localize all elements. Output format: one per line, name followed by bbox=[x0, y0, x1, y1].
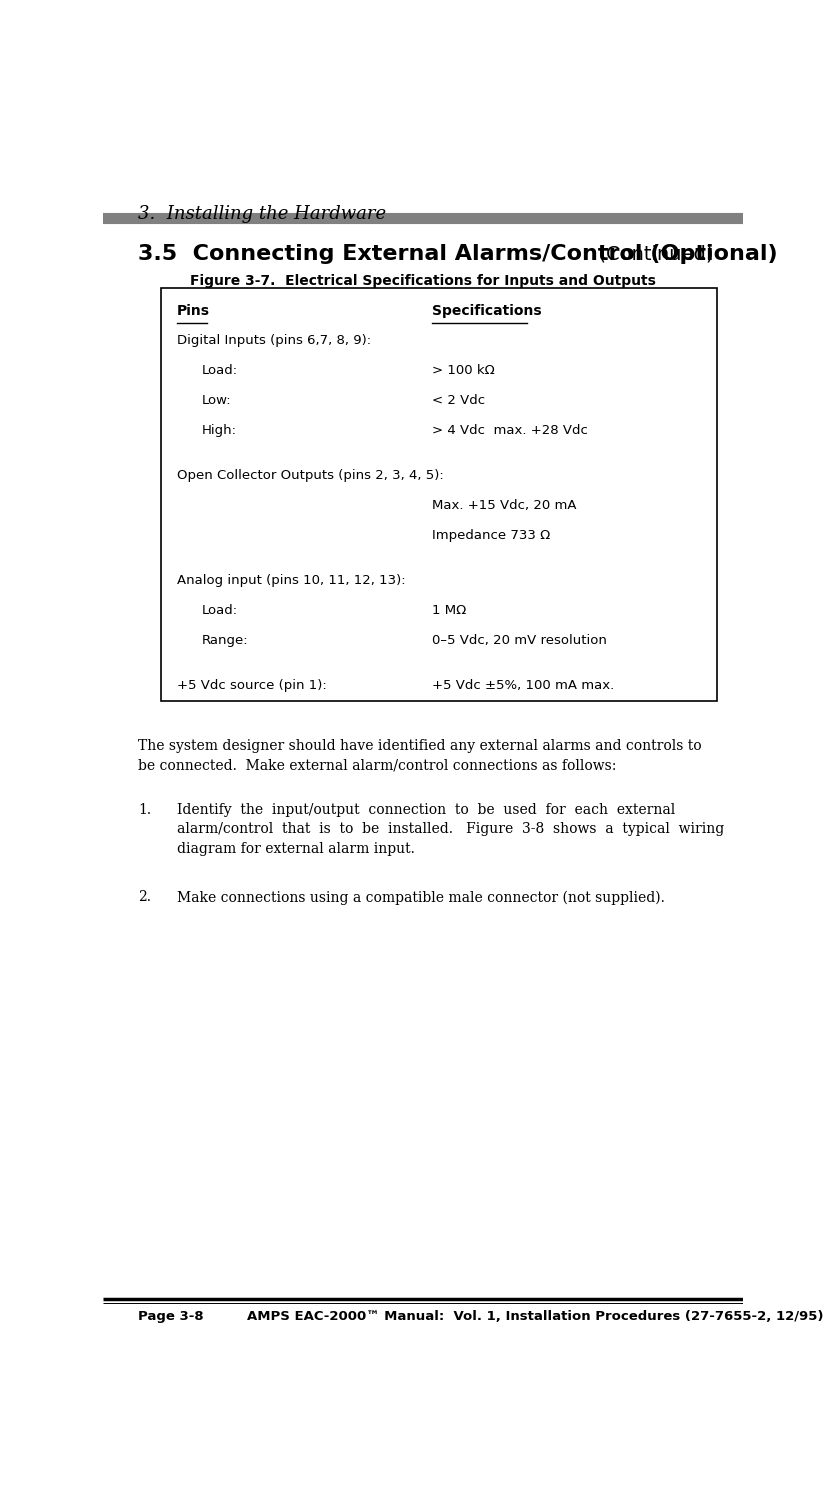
Text: Identify  the  input/output  connection  to  be  used  for  each  external
alarm: Identify the input/output connection to … bbox=[177, 803, 724, 855]
FancyBboxPatch shape bbox=[161, 288, 717, 701]
Text: Max. +15 Vdc, 20 mA: Max. +15 Vdc, 20 mA bbox=[432, 499, 577, 512]
Text: AMPS EAC-2000™ Manual:  Vol. 1, Installation Procedures (27-7655-2, 12/95): AMPS EAC-2000™ Manual: Vol. 1, Installat… bbox=[247, 1311, 823, 1323]
Text: High:: High: bbox=[202, 424, 238, 437]
Text: Figure 3-7.  Electrical Specifications for Inputs and Outputs: Figure 3-7. Electrical Specifications fo… bbox=[190, 274, 656, 288]
Text: Make connections using a compatible male connector (not supplied).: Make connections using a compatible male… bbox=[177, 890, 664, 905]
Text: 0–5 Vdc, 20 mV resolution: 0–5 Vdc, 20 mV resolution bbox=[432, 634, 607, 647]
Text: > 4 Vdc  max. +28 Vdc: > 4 Vdc max. +28 Vdc bbox=[432, 424, 588, 437]
Text: 1.: 1. bbox=[139, 803, 152, 816]
Text: Specifications: Specifications bbox=[432, 304, 542, 319]
Text: Digital Inputs (pins 6,7, 8, 9):: Digital Inputs (pins 6,7, 8, 9): bbox=[177, 334, 370, 348]
Text: Pins: Pins bbox=[177, 304, 210, 319]
Text: Range:: Range: bbox=[202, 634, 249, 647]
Text: > 100 kΩ: > 100 kΩ bbox=[432, 364, 495, 377]
Text: +5 Vdc source (pin 1):: +5 Vdc source (pin 1): bbox=[177, 679, 327, 692]
Text: 1 MΩ: 1 MΩ bbox=[432, 604, 467, 617]
Text: +5 Vdc ±5%, 100 mA max.: +5 Vdc ±5%, 100 mA max. bbox=[432, 679, 615, 692]
Text: Impedance 733 Ω: Impedance 733 Ω bbox=[432, 529, 550, 542]
Text: The system designer should have identified any external alarms and controls to
b: The system designer should have identifi… bbox=[139, 739, 702, 773]
Text: Low:: Low: bbox=[202, 394, 232, 407]
Text: 2.: 2. bbox=[139, 890, 151, 905]
Text: Open Collector Outputs (pins 2, 3, 4, 5):: Open Collector Outputs (pins 2, 3, 4, 5)… bbox=[177, 469, 443, 482]
Text: Analog input (pins 10, 11, 12, 13):: Analog input (pins 10, 11, 12, 13): bbox=[177, 574, 405, 587]
Text: < 2 Vdc: < 2 Vdc bbox=[432, 394, 486, 407]
Text: 3.5  Connecting External Alarms/Control (Optional): 3.5 Connecting External Alarms/Control (… bbox=[139, 244, 778, 264]
Text: Load:: Load: bbox=[202, 604, 238, 617]
Text: (Continued): (Continued) bbox=[586, 244, 714, 264]
Text: 3.  Installing the Hardware: 3. Installing the Hardware bbox=[139, 205, 386, 223]
Text: Page 3-8: Page 3-8 bbox=[139, 1311, 204, 1323]
Text: Load:: Load: bbox=[202, 364, 238, 377]
